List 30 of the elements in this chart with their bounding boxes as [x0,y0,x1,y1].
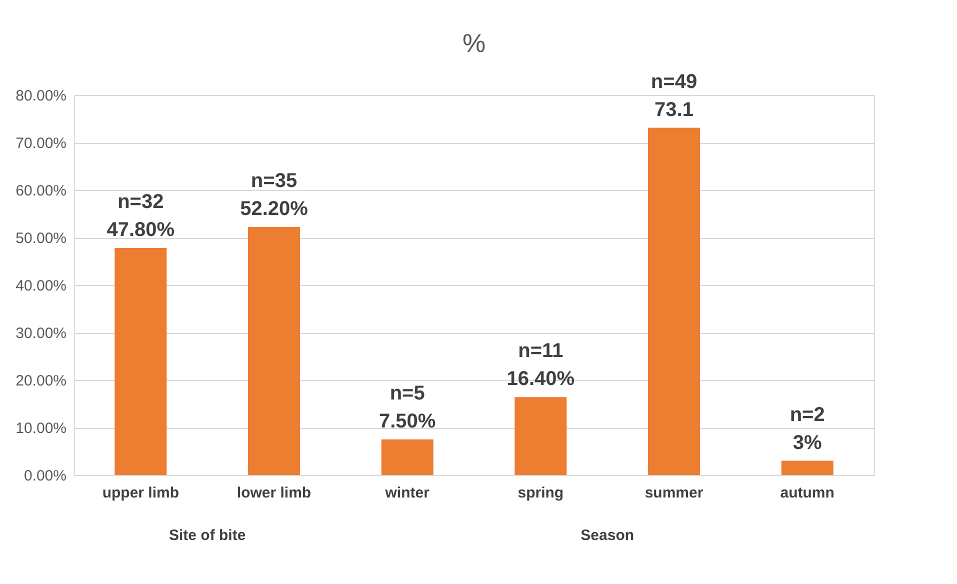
y-tick-label: 40.00% [16,278,66,294]
bar [781,460,834,475]
text: n=11 16.40% [506,340,575,390]
x-tick-label: spring [518,484,564,502]
y-tick-label: 80.00% [16,88,66,104]
text: n=35 52.20% [240,170,308,220]
y-tick-label: 20.00% [16,372,66,390]
chart-title: % [462,28,486,58]
x-tick-label: summer [644,484,704,502]
bar [514,397,567,475]
text: Season [580,527,634,544]
bar [114,248,167,475]
bar [381,439,434,475]
x-tick-label: lower limb [236,484,312,502]
bar [648,128,700,475]
text: n=2 3% [790,404,825,454]
y-tick-label: 10.00% [16,420,66,437]
text: n=5 7.50% [378,382,436,432]
y-tick-label: 60.00% [16,182,66,200]
x-tick-label: winter [384,484,430,502]
y-tick-label: 70.00% [16,135,66,152]
y-tick-label: 0.00% [24,468,66,484]
x-tick-label: upper limb [102,484,180,502]
bar [248,227,300,475]
text: n=32 47.80% [106,190,175,241]
y-tick-label: 50.00% [16,230,66,247]
text: n=49 73.1 [650,70,698,121]
text: Site of bite [168,527,246,544]
y-tick-label: 30.00% [16,325,66,342]
x-tick-label: autumn [780,484,834,502]
